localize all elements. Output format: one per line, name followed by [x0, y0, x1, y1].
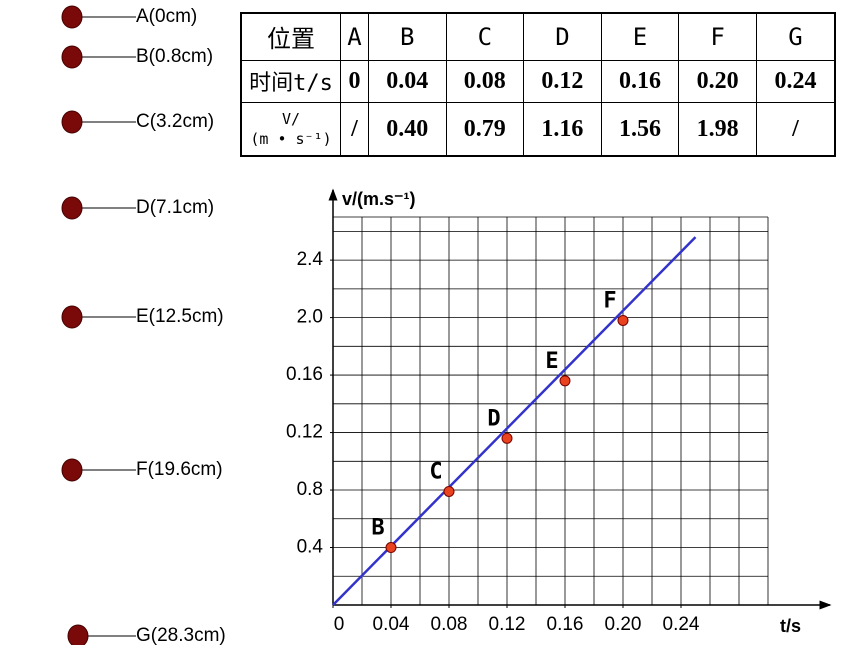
- table-cell: B: [367, 12, 447, 61]
- data-point: [385, 542, 397, 554]
- table-cell: 0.24: [755, 59, 836, 104]
- cell-line: (m • s⁻¹): [250, 130, 332, 148]
- y-tick-label: 0.16: [286, 364, 323, 385]
- chart: 0.4 0.8 0.12 0.16 2.0 2.4 0 0.04 0.08 0.12 0.16 0.2…: [286, 188, 832, 636]
- table-cell: C: [445, 12, 525, 61]
- data-point: [617, 314, 629, 326]
- table-row: V/(m • s⁻¹)/0.40 0.79 1.16 1.56 1.98/: [240, 102, 836, 157]
- data-point: [559, 375, 571, 387]
- table-cell: 1.98: [678, 102, 757, 157]
- y-tick-label: 0.8: [297, 479, 323, 500]
- y-axis-label: v/(m.s⁻¹): [342, 189, 416, 209]
- point-label: C: [429, 459, 442, 484]
- tape-label: C(3.2cm): [136, 111, 214, 132]
- y-tick-label: 2.4: [297, 249, 324, 270]
- point-label: F: [603, 288, 616, 313]
- point-label: E: [545, 349, 558, 374]
- data-point: [501, 432, 513, 444]
- table-cell: 0.20: [678, 59, 757, 104]
- x-tick-label: 0.24: [663, 614, 700, 635]
- table-cell: 1.56: [600, 102, 680, 157]
- tape-dot: [61, 196, 83, 220]
- tape-dot: [61, 45, 83, 69]
- tape-label: F(19.6cm): [136, 459, 223, 480]
- table-cell: D: [523, 12, 602, 61]
- table-cell: /: [340, 102, 369, 157]
- point-label: B: [371, 516, 384, 541]
- tape-dot: [61, 305, 83, 329]
- tape-dot: [67, 624, 89, 645]
- tape: A(0cm) B(0.8cm) C(3.2cm) D(7.1cm) E(12.5cm) F…: [61, 5, 226, 645]
- tape-label: A(0cm): [136, 6, 197, 27]
- table-cell: A: [340, 12, 369, 61]
- table-cell: 0: [340, 59, 369, 104]
- y-tick-label: 0.4: [297, 537, 324, 558]
- x-tick-label: 0.16: [547, 614, 584, 635]
- table-row: 时间t/s 0 0.04 0.08 0.12 0.16 0.20 0.24: [240, 59, 836, 104]
- tape-label: E(12.5cm): [136, 306, 224, 327]
- cell-line: V/: [281, 110, 301, 128]
- tape-dot: [61, 5, 83, 29]
- y-tick-label: 0.12: [286, 422, 323, 443]
- tape-dot: [61, 458, 83, 482]
- table-cell: 时间t/s: [240, 59, 341, 104]
- table-cell: 0.04: [367, 59, 447, 104]
- x-axis-label: t/s: [780, 616, 801, 636]
- x-tick-label: 0: [334, 614, 345, 635]
- table-cell: 1.16: [523, 102, 602, 157]
- data-point: [443, 485, 455, 497]
- table-cell: 0.16: [600, 59, 680, 104]
- table-cell: /: [755, 102, 836, 157]
- tape-label: B(0.8cm): [136, 46, 213, 67]
- table-cell: 0.40: [367, 102, 447, 157]
- tape-label: G(28.3cm): [136, 625, 226, 645]
- tape-dot: [61, 110, 83, 134]
- x-tick-label: 0.20: [605, 614, 642, 635]
- table-cell: 0.08: [445, 59, 525, 104]
- x-tick-label: 0.08: [431, 614, 468, 635]
- point-label: D: [487, 406, 500, 431]
- table-row: 位置 A B C D E F G: [240, 12, 836, 61]
- data-table: 位置 A B C D E F G 时间t/s 0 0.04 0.08 0.12 0.16 0.20 0.24 V…: [240, 12, 836, 157]
- table-cell: F: [678, 12, 757, 61]
- tape-label: D(7.1cm): [136, 197, 214, 218]
- table-cell: 0.79: [445, 102, 525, 157]
- table-cell: G: [755, 12, 836, 61]
- x-tick-label: 0.12: [489, 614, 526, 635]
- table-cell: 位置: [240, 12, 341, 61]
- y-tick-label: 2.0: [297, 307, 323, 328]
- x-tick-label: 0.04: [373, 614, 410, 635]
- table-cell: E: [600, 12, 680, 61]
- table-cell: 0.12: [523, 59, 602, 104]
- table-cell: V/ (m • s⁻¹): [240, 102, 341, 157]
